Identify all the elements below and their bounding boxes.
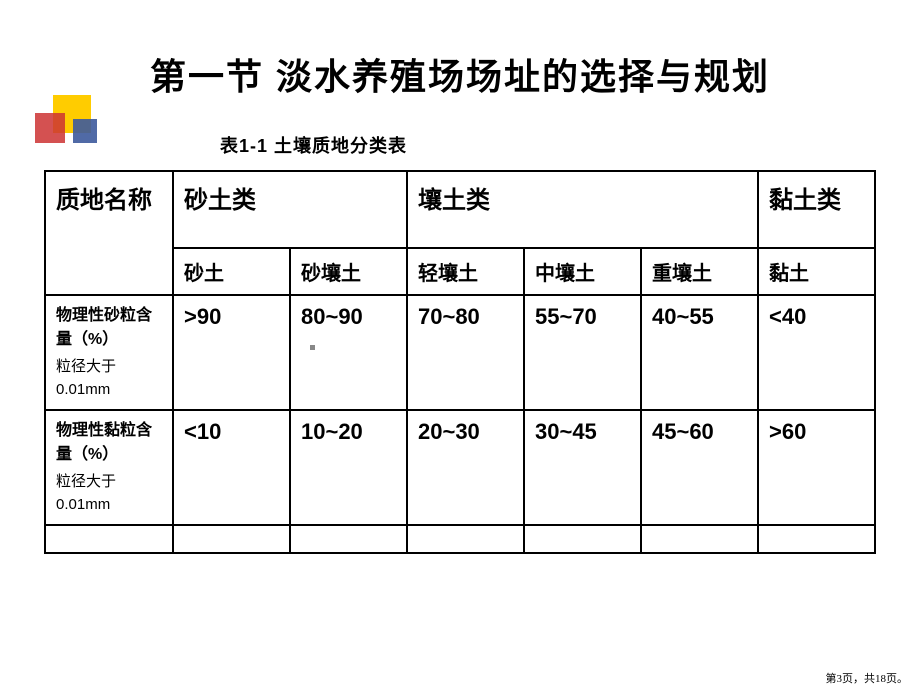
table-row: 物理性黏粒含量（%） 粒径大于0.01mm <10 10~20 20~30 30…	[45, 410, 875, 525]
empty-cell	[173, 525, 290, 553]
sub-header: 中壤土	[524, 248, 641, 295]
data-cell: <10	[173, 410, 290, 525]
page-title: 第一节 淡水养殖场场址的选择与规划	[0, 0, 920, 100]
table-row-empty	[45, 525, 875, 553]
table-row: 物理性砂粒含量（%） 粒径大于0.01mm >90 80~90 70~80 55…	[45, 295, 875, 410]
sub-header: 砂壤土	[290, 248, 407, 295]
data-cell: <40	[758, 295, 875, 410]
row-label: 物理性砂粒含量（%） 粒径大于0.01mm	[45, 295, 173, 410]
data-cell: 80~90	[290, 295, 407, 410]
table-caption: 表1-1 土壤质地分类表	[220, 132, 920, 158]
table-header-row: 质地名称 砂土类 壤土类 黏土类	[45, 171, 875, 248]
sub-header: 轻壤土	[407, 248, 524, 295]
data-cell: 30~45	[524, 410, 641, 525]
empty-cell	[524, 525, 641, 553]
sub-header: 砂土	[173, 248, 290, 295]
row-label: 物理性黏粒含量（%） 粒径大于0.01mm	[45, 410, 173, 525]
sub-header: 黏土	[758, 248, 875, 295]
marker-dot	[310, 345, 315, 350]
data-cell: 55~70	[524, 295, 641, 410]
row-label-main: 物理性砂粒含量（%）	[56, 304, 162, 352]
category-header: 砂土类	[173, 171, 407, 248]
data-cell: >90	[173, 295, 290, 410]
deco-square-red	[35, 113, 65, 143]
page-number: 第3页，共18页。	[826, 670, 909, 686]
empty-cell	[45, 525, 173, 553]
soil-classification-table: 质地名称 砂土类 壤土类 黏土类 砂土 砂壤土 轻壤土 中壤土 重壤土 黏土 物…	[44, 170, 876, 554]
corner-decoration	[35, 95, 100, 150]
row-label-sub: 粒径大于0.01mm	[56, 356, 162, 401]
empty-cell	[290, 525, 407, 553]
deco-square-blue	[73, 119, 97, 143]
data-cell: 70~80	[407, 295, 524, 410]
category-header: 壤土类	[407, 171, 758, 248]
data-cell: 10~20	[290, 410, 407, 525]
empty-cell	[407, 525, 524, 553]
data-cell: 45~60	[641, 410, 758, 525]
sub-header: 重壤土	[641, 248, 758, 295]
empty-cell	[758, 525, 875, 553]
data-cell: 20~30	[407, 410, 524, 525]
data-cell: 40~55	[641, 295, 758, 410]
corner-label: 质地名称	[45, 171, 173, 295]
data-cell: >60	[758, 410, 875, 525]
empty-cell	[641, 525, 758, 553]
row-label-sub: 粒径大于0.01mm	[56, 471, 162, 516]
category-header: 黏土类	[758, 171, 875, 248]
row-label-main: 物理性黏粒含量（%）	[56, 419, 162, 467]
